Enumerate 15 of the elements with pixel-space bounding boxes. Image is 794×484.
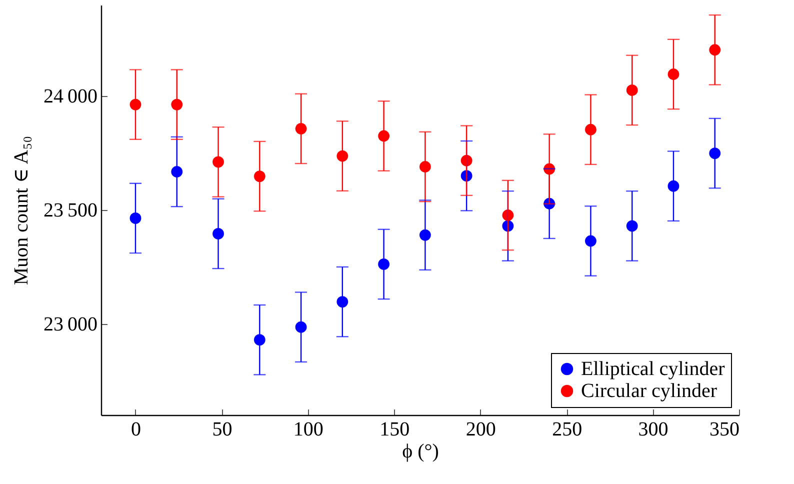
x-tick-label: 0 [130,418,141,440]
y-tick-label: 24 000 [43,86,98,108]
y-axis-title: Muon count ∈ A₅₀ [10,136,32,286]
x-tick-label: 300 [638,418,668,440]
legend-label: Elliptical cylinder [581,358,726,380]
y-tick-label: 23 000 [43,313,98,336]
x-axis-title: ϕ (°) [402,440,439,462]
x-tick-label: 200 [466,418,496,440]
legend-label: Circular cylinder [581,380,718,402]
x-tick-label: 350 [710,418,740,440]
y-tick-label: 23 500 [43,200,98,222]
x-tick-label: 100 [293,418,324,440]
x-tick-label: 50 [212,418,232,440]
x-tick-label: 150 [380,418,410,440]
x-tick-label: 250 [552,418,582,440]
